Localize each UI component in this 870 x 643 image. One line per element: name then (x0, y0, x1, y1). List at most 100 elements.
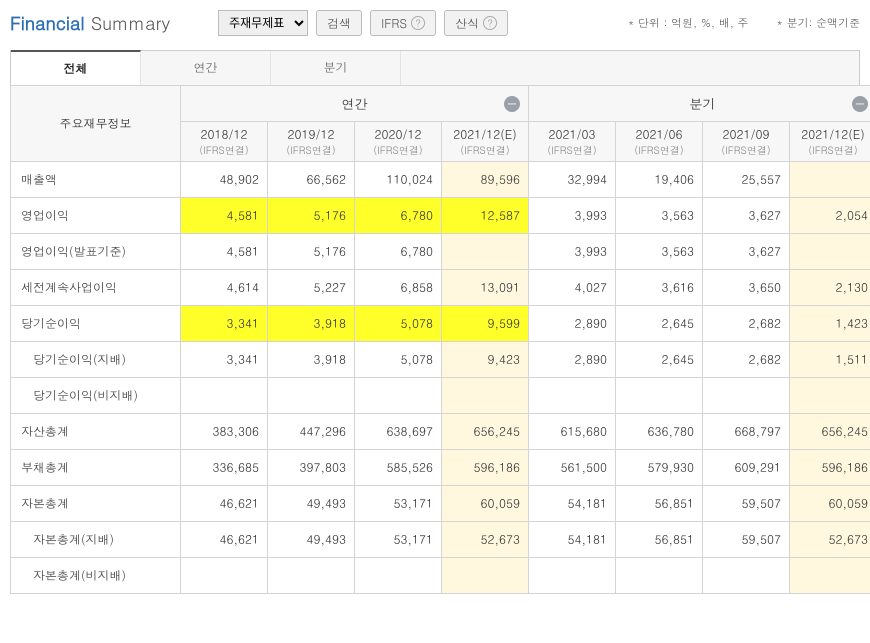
title-main: Financial (10, 11, 85, 36)
cell-value: 49,493 (268, 522, 355, 558)
formula-button[interactable]: 산식? (444, 10, 508, 36)
cell-value: 2,890 (529, 342, 616, 378)
cell-value (529, 558, 616, 594)
row-label: 당기순이익(비지배) (11, 378, 181, 414)
ifrs-button[interactable]: IFRS? (370, 10, 436, 36)
tabs: 전체 연간 분기 (10, 50, 860, 85)
cell-value: 110,024 (355, 162, 442, 198)
row-label: 영업이익 (11, 198, 181, 234)
cell-value: 2,645 (616, 342, 703, 378)
cell-value: 1,423 (790, 306, 870, 342)
cell-value: 3,563 (616, 198, 703, 234)
row-label: 세전계속사업이익 (11, 270, 181, 306)
cell-value (442, 234, 529, 270)
table-row: 영업이익(발표기준)4,5815,1766,7803,9933,5633,627 (11, 234, 870, 270)
cell-value: 5,176 (268, 198, 355, 234)
help-icon: ? (411, 16, 425, 30)
cell-value: 3,918 (268, 306, 355, 342)
cell-value: 25,557 (703, 162, 790, 198)
cell-value: 3,993 (529, 198, 616, 234)
th-period: 2021/03(IFRS연결) (529, 122, 616, 162)
tab-quarter[interactable]: 분기 (271, 51, 401, 85)
help-icon: ? (483, 16, 497, 30)
cell-value: 636,780 (616, 414, 703, 450)
cell-value: 60,059 (442, 486, 529, 522)
tab-all[interactable]: 전체 (11, 50, 141, 85)
collapse-quarter-icon[interactable]: − (852, 96, 868, 112)
row-label: 부채총계 (11, 450, 181, 486)
cell-value: 46,621 (181, 486, 268, 522)
th-period: 2021/12(E)(IFRS연결) (442, 122, 529, 162)
table-row: 당기순이익(비지배) (11, 378, 870, 414)
cell-value: 3,627 (703, 198, 790, 234)
table-row: 자본총계46,62149,49353,17160,05954,18156,851… (11, 486, 870, 522)
th-period: 2018/12(IFRS연결) (181, 122, 268, 162)
cell-value: 52,673 (790, 522, 870, 558)
cell-value: 54,181 (529, 486, 616, 522)
cell-value: 2,682 (703, 342, 790, 378)
cell-value: 3,650 (703, 270, 790, 306)
row-label: 자본총계 (11, 486, 181, 522)
cell-value (442, 378, 529, 414)
cell-value: 4,581 (181, 234, 268, 270)
table-row: 매출액48,90266,562110,02489,59632,99419,406… (11, 162, 870, 198)
cell-value: 5,078 (355, 342, 442, 378)
table-row: 부채총계336,685397,803585,526596,186561,5005… (11, 450, 870, 486)
cell-value: 60,059 (790, 486, 870, 522)
cell-value (790, 234, 870, 270)
cell-value: 3,918 (268, 342, 355, 378)
row-label: 자본총계(비지배) (11, 558, 181, 594)
cell-value: 585,526 (355, 450, 442, 486)
row-label: 매출액 (11, 162, 181, 198)
cell-value: 5,176 (268, 234, 355, 270)
cell-value: 638,697 (355, 414, 442, 450)
cell-value: 596,186 (442, 450, 529, 486)
cell-value (181, 378, 268, 414)
cell-value (790, 162, 870, 198)
statement-select[interactable]: 주재무제표 (218, 10, 308, 36)
cell-value (181, 558, 268, 594)
cell-value: 12,587 (442, 198, 529, 234)
cell-value (268, 558, 355, 594)
cell-value: 6,780 (355, 234, 442, 270)
search-button[interactable]: 검색 (316, 10, 362, 36)
cell-value: 46,621 (181, 522, 268, 558)
cell-value: 3,993 (529, 234, 616, 270)
cell-value: 9,423 (442, 342, 529, 378)
cell-value: 615,680 (529, 414, 616, 450)
table-row: 영업이익4,5815,1766,78012,5873,9933,5633,627… (11, 198, 870, 234)
cell-value: 53,171 (355, 486, 442, 522)
financial-table: 주요재무정보 연간 − 분기 − 2018/12(IFRS연결)2019/12(… (10, 85, 870, 594)
cell-value: 19,406 (616, 162, 703, 198)
page-title: Financial Summary (10, 11, 170, 36)
period-note: * 분기: 순액기준 (777, 16, 861, 31)
cell-value (790, 378, 870, 414)
cell-value: 561,500 (529, 450, 616, 486)
row-label: 영업이익(발표기준) (11, 234, 181, 270)
cell-value: 609,291 (703, 450, 790, 486)
row-label: 자본총계(지배) (11, 522, 181, 558)
cell-value (268, 378, 355, 414)
cell-value (616, 378, 703, 414)
th-period: 2021/06(IFRS연결) (616, 122, 703, 162)
tab-annual[interactable]: 연간 (141, 51, 271, 85)
collapse-annual-icon[interactable]: − (504, 96, 520, 112)
cell-value: 5,227 (268, 270, 355, 306)
unit-note: * 단위 : 억원, %, 배, 주 (628, 16, 749, 31)
cell-value: 3,616 (616, 270, 703, 306)
cell-value: 89,596 (442, 162, 529, 198)
cell-value (703, 558, 790, 594)
cell-value (355, 558, 442, 594)
cell-value (529, 378, 616, 414)
cell-value: 56,851 (616, 522, 703, 558)
cell-value (442, 558, 529, 594)
cell-value: 1,511 (790, 342, 870, 378)
cell-value: 397,803 (268, 450, 355, 486)
cell-value: 656,245 (790, 414, 870, 450)
cell-value: 53,171 (355, 522, 442, 558)
cell-value: 32,994 (529, 162, 616, 198)
cell-value: 2,890 (529, 306, 616, 342)
th-period: 2021/09(IFRS연결) (703, 122, 790, 162)
cell-value: 336,685 (181, 450, 268, 486)
cell-value: 5,078 (355, 306, 442, 342)
